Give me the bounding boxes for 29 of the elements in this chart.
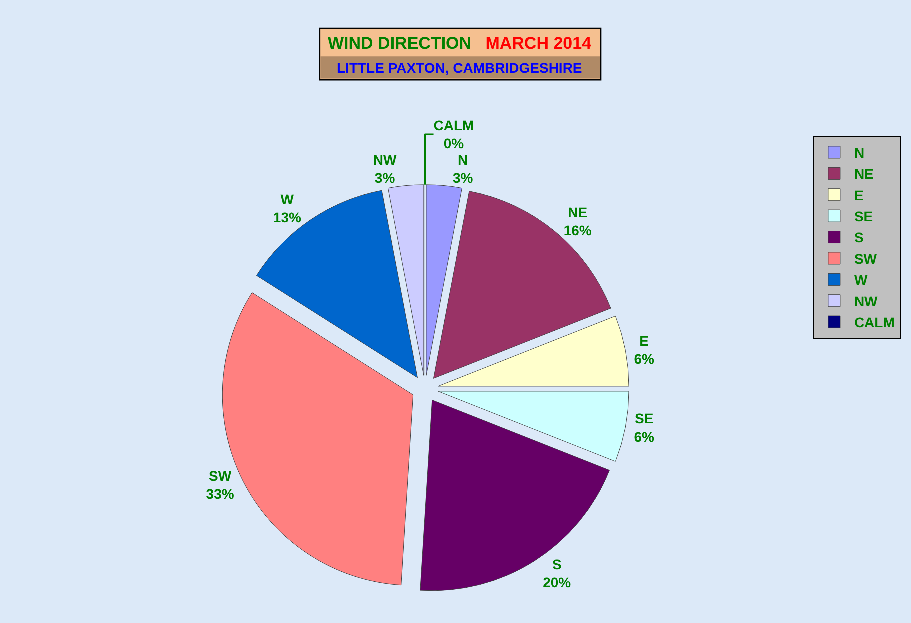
legend-label: CALM [854,314,895,331]
data-label: 16% [564,222,592,239]
slice-label: SW [209,468,232,484]
legend-label: NW [854,293,879,310]
text: 0% [444,136,464,152]
legend-label: SW [854,250,878,267]
legend-label: NE [854,166,874,182]
data-label: 33% [206,486,235,502]
chart-subtitle: LITTLE PAXTON, CAMBRIDGESHIRE [337,60,582,76]
data-label: 3% [452,170,474,186]
legend-label: W [854,272,868,288]
slice-label: NE [568,204,588,220]
slice-label: N [458,152,468,168]
slice-label: S [552,556,562,572]
data-label: 3% [374,170,396,186]
data-label: 6% [634,351,655,368]
data-label: 13% [273,210,302,226]
slice-label: SE [634,410,654,427]
legend-label: N [854,144,865,161]
data-label: 6% [634,428,655,445]
slice-label: E [640,333,649,350]
slice-label: NW [373,152,398,168]
chart-title: WIND DIRECTION MARCH 2014 [328,34,592,53]
slice-label: W [280,191,295,208]
category-label: CALM [434,118,474,134]
legend-label: E [854,187,864,204]
data-label: 20% [543,574,572,591]
legend-label: S [854,230,864,246]
legend-label: SE [854,208,874,225]
